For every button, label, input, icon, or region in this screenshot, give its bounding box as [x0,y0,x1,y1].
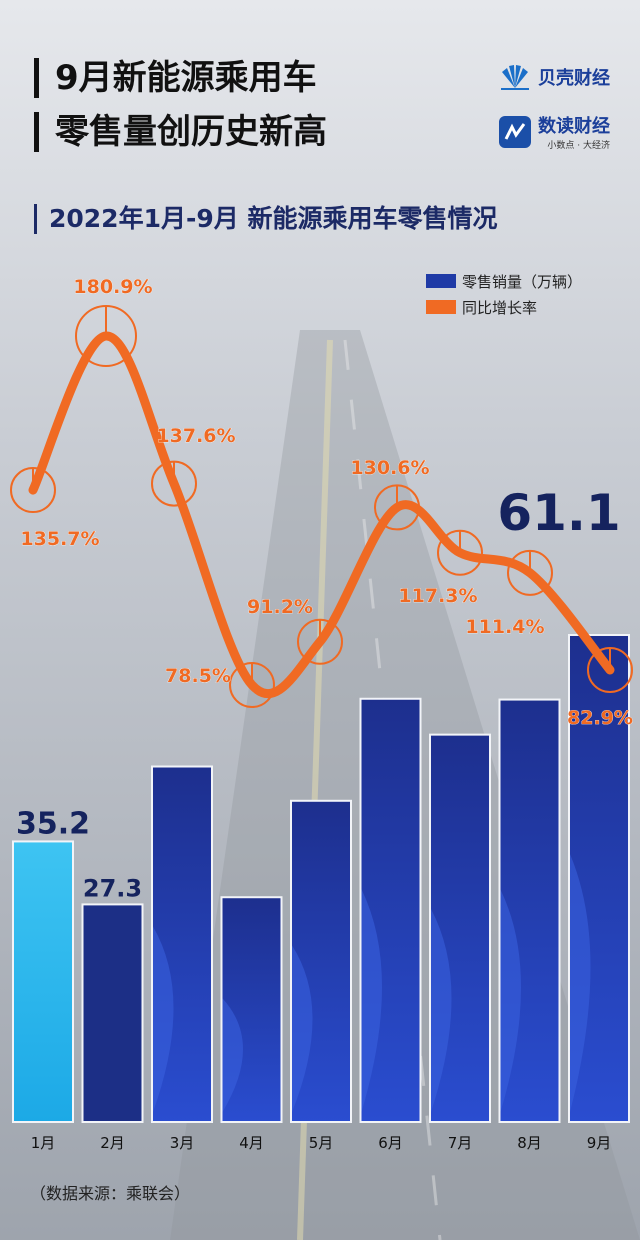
shudu-name: 数读财经 [538,116,610,137]
title-line-1: 9月新能源乘用车 [34,58,317,98]
beike-logo-icon [501,65,529,90]
bar-value-2: 27.3 [83,874,142,902]
bar-shade-5 [292,945,313,1112]
x-tick-9: 9月 [587,1134,612,1152]
line-value-9: 82.9% [567,707,633,729]
bar-shade-6 [361,889,382,1112]
brand-beike: 贝壳财经 [498,62,610,92]
bar-2 [81,903,144,1123]
title-line-2: 零售量创历史新高 [34,112,327,152]
growth-line [28,331,615,698]
beike-name: 贝壳财经 [538,68,610,89]
x-tick-8: 8月 [517,1134,542,1152]
bar-1 [12,840,74,1124]
x-tick-2: 2月 [100,1134,125,1152]
shudu-logo-icon [499,115,531,148]
bar-value-9: 61.1 [497,484,620,542]
line-value-2: 180.9% [73,276,152,298]
x-tick-5: 5月 [309,1134,334,1152]
bar-value-1: 35.2 [16,806,90,841]
bar-shade-4 [222,998,243,1112]
line-value-4: 78.5% [165,665,231,687]
x-tick-4: 4月 [239,1134,264,1152]
brand-shudu: 数读财经 小数点 · 大经济 [498,112,610,151]
chart-title: 2022年1月-9月 新能源乘用车零售情况 [34,204,497,234]
x-tick-1: 1月 [31,1134,56,1152]
line-value-3: 137.6% [156,425,235,447]
legend-label-bar: 零售销量（万辆） [462,273,582,291]
x-tick-3: 3月 [170,1134,195,1152]
bar-shade-7 [431,908,452,1112]
bar-shade-8 [500,889,521,1112]
line-value-1: 135.7% [20,528,99,550]
x-tick-6: 6月 [378,1134,403,1152]
line-value-5: 91.2% [247,596,313,618]
bar-shade-9 [570,854,591,1112]
legend-swatch-line [426,300,456,314]
line-value-6: 130.6% [350,457,429,479]
bar-shade-3 [153,926,174,1112]
legend-swatch-bar [426,274,456,288]
shudu-slogan: 小数点 · 大经济 [547,141,610,151]
data-source: （数据来源：乘联会） [30,1184,191,1203]
legend-label-line: 同比增长率 [462,299,537,317]
line-value-7: 117.3% [398,585,477,607]
line-value-8: 111.4% [465,616,544,638]
x-tick-7: 7月 [448,1134,473,1152]
